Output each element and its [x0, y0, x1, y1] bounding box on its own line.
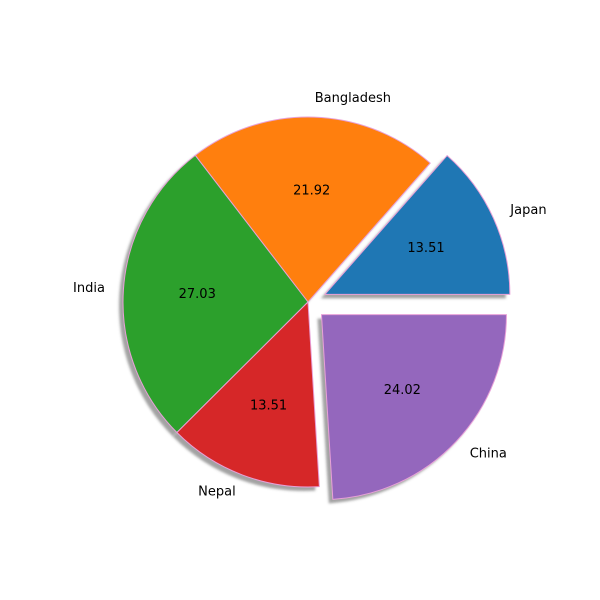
pie-text-layer: 13.51 Japan 21.92 Bangladesh 27.03 India 13.51…: [73, 91, 547, 500]
slice-value-label-bangladesh: 21.92: [293, 184, 330, 199]
pie-slice-india: [122, 154, 309, 434]
pie-slice-nepal: [176, 301, 320, 488]
pie-slice-layer: [122, 116, 511, 500]
slice-value-label-india: 27.03: [179, 287, 216, 302]
slice-name-label-india: India: [73, 281, 105, 296]
pie-slice-japan: [324, 155, 511, 295]
slice-name-label-china: China: [470, 447, 507, 462]
slice-name-label-japan: Japan: [509, 203, 546, 218]
slice-value-label-china: 24.02: [384, 383, 421, 398]
pie-slice-bangladesh: [194, 116, 431, 303]
slice-name-label-bangladesh: Bangladesh: [315, 91, 391, 106]
slice-value-label-nepal: 13.51: [250, 398, 287, 413]
slice-name-label-nepal: Nepal: [198, 485, 236, 500]
pie-slice-china: [320, 314, 507, 500]
slice-value-label-japan: 13.51: [407, 241, 444, 256]
